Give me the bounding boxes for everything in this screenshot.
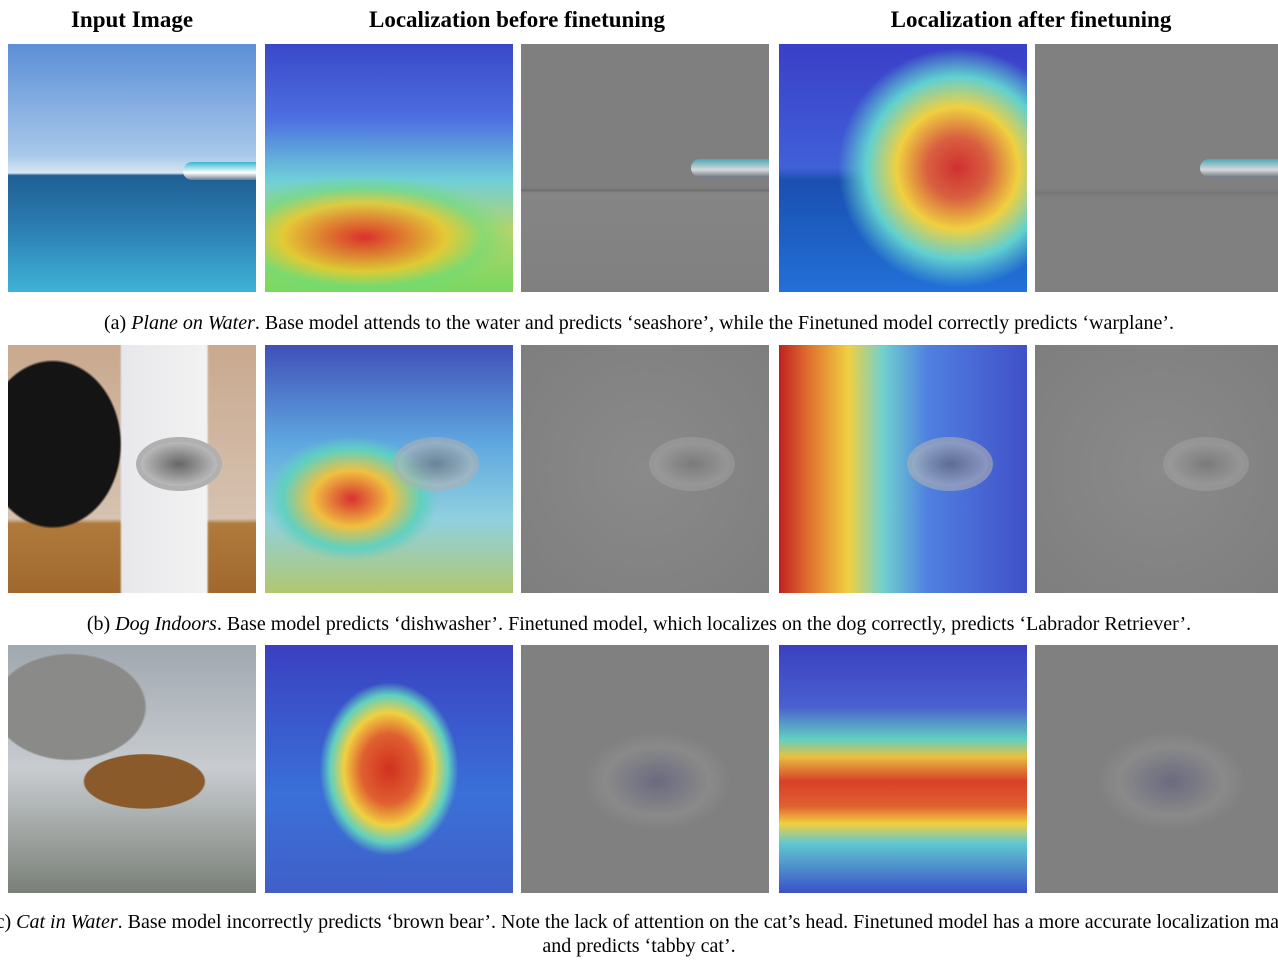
caption-label: (c) [0,911,12,933]
caption-title: Cat in Water [16,911,118,933]
caption-title: Plane on Water [131,312,255,334]
gradient-map-after [1035,645,1278,893]
heatmap-after [779,645,1027,893]
gradient-map-after [1035,44,1278,292]
heatmap-before [265,44,513,292]
heatmap-before [265,645,513,893]
column-header: Localization before finetuning [368,7,665,32]
caption-label: (b) [86,613,111,635]
gradient-map-after [1035,345,1278,593]
column-header: Localization after finetuning [890,7,1172,32]
caption-title: Dog Indoors [115,613,217,635]
heatmap-before [265,345,513,593]
caption: (c) Cat in Water. Base model incorrectly… [0,910,1278,958]
caption-text: . Base model predicts ‘dishwasher’. Fine… [216,613,1192,635]
heatmap-after [779,345,1027,593]
gradient-map-before [521,44,769,292]
input-image [8,645,256,893]
caption: (a) Plane on Water. Base model attends t… [0,311,1278,335]
caption-label: (a) [103,312,127,334]
caption: (b) Dog Indoors. Base model predicts ‘di… [0,612,1278,636]
gradient-map-before [521,345,769,593]
gradient-map-before [521,645,769,893]
caption-text: . Base model attends to the water and pr… [254,312,1175,334]
column-header: Input Image [70,7,194,32]
input-image [8,44,256,292]
caption-text: . Base model incorrectly predicts ‘brown… [117,911,1278,957]
input-image [8,345,256,593]
heatmap-after [779,44,1027,292]
